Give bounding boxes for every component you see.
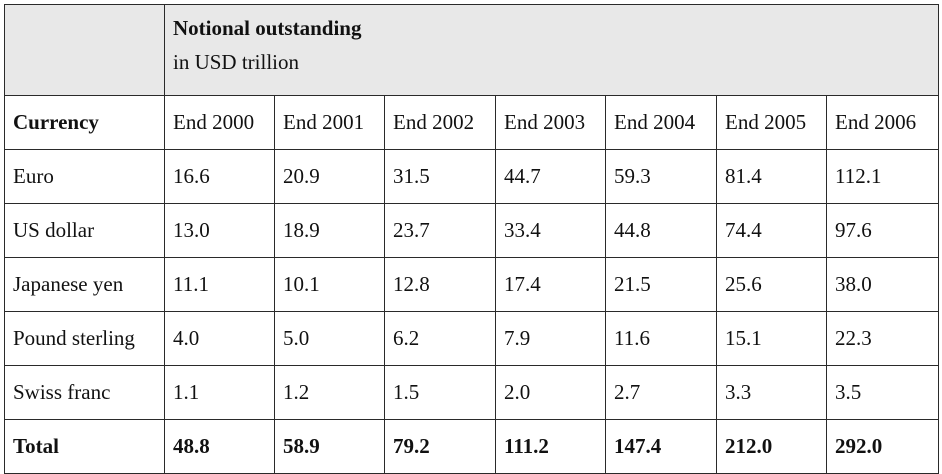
row-label: Swiss franc	[4, 365, 165, 420]
table-cell: 6.2	[384, 311, 496, 366]
column-header: End 2006	[825, 95, 940, 150]
table-cell: 5.0	[274, 311, 385, 366]
total-cell: 212.0	[716, 419, 827, 474]
column-header: End 2005	[716, 95, 827, 150]
table-cell: 2.7	[605, 365, 717, 420]
table-cell: 97.6	[825, 203, 940, 258]
column-header: End 2001	[274, 95, 385, 150]
notional-outstanding-table: Notional outstanding in USD trillion Cur…	[4, 4, 940, 474]
table-cell: 31.5	[384, 149, 496, 204]
table-cell: 15.1	[716, 311, 827, 366]
table-cell: 11.1	[164, 257, 275, 312]
table-cell: 21.5	[605, 257, 717, 312]
total-cell: 58.9	[274, 419, 385, 474]
total-cell: 48.8	[164, 419, 275, 474]
column-header: End 2004	[605, 95, 717, 150]
table-cell: 59.3	[605, 149, 717, 204]
table-cell: 25.6	[716, 257, 827, 312]
column-header: End 2002	[384, 95, 496, 150]
table-subtitle: in USD trillion	[173, 50, 300, 74]
table-cell: 81.4	[716, 149, 827, 204]
currency-column-header: Currency	[4, 95, 165, 150]
row-label: Euro	[4, 149, 165, 204]
total-cell: 111.2	[495, 419, 606, 474]
total-cell: 292.0	[825, 419, 940, 474]
header-empty-cell	[4, 4, 165, 96]
table-cell: 16.6	[164, 149, 275, 204]
table-cell: 1.1	[164, 365, 275, 420]
header-title-cell: Notional outstanding in USD trillion	[163, 4, 940, 96]
table-cell: 3.3	[716, 365, 827, 420]
table-cell: 10.1	[274, 257, 385, 312]
table-row: Japanese yen 11.1 10.1 12.8 17.4 21.5 25.6 38.0	[4, 257, 940, 312]
table-row: Swiss franc 1.1 1.2 1.5 2.0 2.7 3.3 3.5	[4, 365, 940, 420]
table-row: Pound sterling 4.0 5.0 6.2 7.9 11.6 15.1 22.3	[4, 311, 940, 366]
table-cell: 33.4	[495, 203, 606, 258]
column-header-row: Currency End 2000 End 2001 End 2002 End 200…	[4, 95, 940, 150]
table-cell: 38.0	[825, 257, 940, 312]
total-cell: 79.2	[384, 419, 496, 474]
table-title: Notional outstanding	[173, 16, 362, 40]
total-cell: 147.4	[605, 419, 717, 474]
column-header: End 2003	[495, 95, 606, 150]
table-cell: 13.0	[164, 203, 275, 258]
table-cell: 74.4	[716, 203, 827, 258]
table-cell: 23.7	[384, 203, 496, 258]
row-label: Pound sterling	[4, 311, 165, 366]
column-header: End 2000	[164, 95, 275, 150]
table-cell: 44.8	[605, 203, 717, 258]
table-cell: 20.9	[274, 149, 385, 204]
table-cell: 112.1	[825, 149, 940, 204]
table-cell: 3.5	[825, 365, 940, 420]
total-label: Total	[4, 419, 165, 474]
table-cell: 18.9	[274, 203, 385, 258]
table-cell: 17.4	[495, 257, 606, 312]
table-cell: 7.9	[495, 311, 606, 366]
table-cell: 44.7	[495, 149, 606, 204]
table-cell: 22.3	[825, 311, 940, 366]
table-header-row: Notional outstanding in USD trillion	[4, 4, 940, 96]
total-row: Total 48.8 58.9 79.2 111.2 147.4 212.0 292.0	[4, 419, 940, 474]
row-label: Japanese yen	[4, 257, 165, 312]
table-cell: 1.2	[274, 365, 385, 420]
table-cell: 2.0	[495, 365, 606, 420]
table-cell: 4.0	[164, 311, 275, 366]
table-row: US dollar 13.0 18.9 23.7 33.4 44.8 74.4 97.6	[4, 203, 940, 258]
table-row: Euro 16.6 20.9 31.5 44.7 59.3 81.4 112.1	[4, 149, 940, 204]
table-cell: 11.6	[605, 311, 717, 366]
table-cell: 1.5	[384, 365, 496, 420]
row-label: US dollar	[4, 203, 165, 258]
table-cell: 12.8	[384, 257, 496, 312]
